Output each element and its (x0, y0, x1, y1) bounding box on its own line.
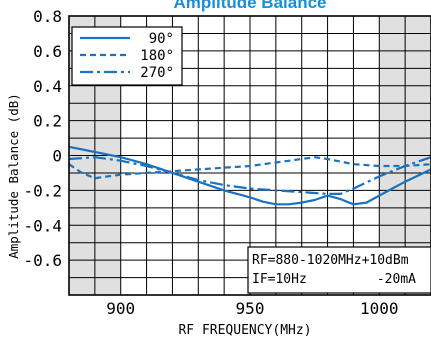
y-axis-label: Amplitude Balance (dB) (6, 93, 21, 259)
series-line-0 (68, 145, 431, 206)
legend-label-1: 180° (140, 48, 174, 64)
annotation-line-2-left: IF=10Hz (252, 272, 307, 287)
annotation-box (247, 246, 431, 294)
chart-title: Amplitude Balance (173, 0, 326, 12)
y-tick-label: 0.4 (33, 77, 62, 96)
legend-label-2: 270° (140, 65, 174, 81)
y-tick-label: -0.2 (23, 181, 62, 200)
series-line-2 (68, 156, 431, 195)
y-tick-label: -0.4 (23, 216, 62, 235)
legend-label-0: 90° (149, 31, 174, 47)
x-tick-label: 900 (106, 299, 135, 318)
legend: 90°180°270° (71, 26, 183, 86)
y-tick-label: -0.6 (23, 251, 62, 270)
y-tick-label: 0.6 (33, 42, 62, 61)
y-tick-label: 0.8 (33, 7, 62, 26)
x-tick-label: 950 (236, 299, 265, 318)
x-axis-label: RF FREQUENCY(MHz) (178, 323, 311, 338)
series-line-1 (68, 156, 431, 180)
y-tick-label: 0.2 (33, 112, 62, 131)
annotation-line-2-right: -20mA (377, 272, 416, 287)
conditions-annotation: RF=880-1020MHz+10dBm IF=10Hz -20mA (247, 246, 431, 294)
annotation-line-1: RF=880-1020MHz+10dBm (252, 253, 409, 268)
plot-frame (68, 15, 431, 296)
x-tick-label: 1000 (360, 299, 399, 318)
y-tick-label: 0 (52, 147, 62, 166)
